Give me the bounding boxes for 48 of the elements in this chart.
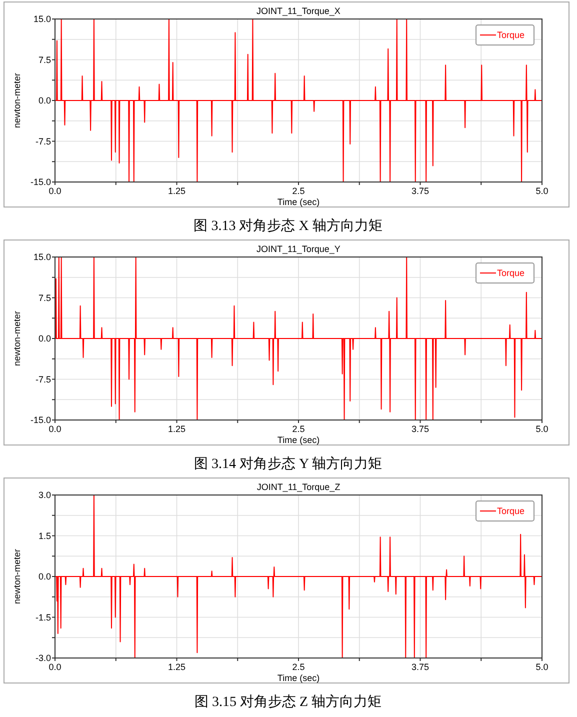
y-axis-title: newton-meter (12, 548, 22, 604)
y-tick-label: 0.0 (38, 572, 51, 582)
line-series (55, 18, 542, 182)
x-tick-label: 5.0 (536, 424, 548, 434)
y-tick-label: 1.5 (38, 530, 51, 541)
x-tick-label: 0.0 (48, 424, 62, 434)
x-tick-label: 3.75 (411, 424, 430, 434)
line-series (55, 494, 542, 658)
x-axis-title: Time (sec) (277, 673, 320, 683)
y-axis-title: newton-meter (12, 72, 22, 128)
legend-label: Torque (497, 30, 525, 40)
y-tick-label: -15.0 (30, 177, 51, 187)
x-tick-label: 1.25 (168, 662, 186, 672)
y-tick-label: -3.0 (35, 653, 51, 663)
y-tick-label: 0.0 (38, 96, 51, 106)
x-tick-label: 1.25 (168, 424, 186, 434)
caption: 图 3.14 对角步态 Y 轴方向力矩 (194, 456, 382, 472)
x-tick-label: 2.5 (292, 424, 305, 434)
x-tick-label: 0.0 (48, 662, 62, 672)
y-tick-label: -15.0 (30, 415, 51, 425)
caption: 图 3.15 对角步态 Z 轴方向力矩 (194, 694, 382, 710)
y-tick-label: 3.0 (38, 490, 51, 500)
x-tick-label: 5.0 (536, 662, 548, 672)
y-tick-label: -1.5 (35, 612, 51, 622)
legend-label: Torque (497, 506, 525, 516)
y-tick-label: 7.5 (38, 292, 51, 303)
chart-title: JOINT_11_Torque_Y (256, 244, 340, 254)
caption: 图 3.13 对角步态 X 轴方向力矩 (194, 218, 382, 234)
x-tick-label: 5.0 (536, 186, 548, 196)
y-axis-title: newton-meter (12, 310, 22, 366)
x-tick-label: 1.25 (168, 186, 186, 196)
chart-title: JOINT_11_Torque_Z (256, 482, 341, 492)
x-tick-label: 0.0 (48, 186, 62, 196)
y-tick-label: 0.0 (38, 334, 51, 344)
y-tick-label: -7.5 (35, 374, 51, 384)
x-tick-label: 2.5 (292, 662, 305, 672)
y-tick-label: 7.5 (38, 54, 51, 65)
x-tick-label: 3.75 (411, 662, 430, 672)
x-axis-title: Time (sec) (277, 197, 320, 207)
y-tick-label: 15.0 (33, 14, 51, 24)
y-tick-label: -7.5 (35, 136, 51, 146)
chart-title: JOINT_11_Torque_X (256, 6, 340, 16)
line-series (55, 256, 542, 420)
x-tick-label: 2.5 (292, 186, 305, 196)
y-tick-label: 15.0 (33, 252, 51, 262)
legend-label: Torque (497, 268, 525, 278)
x-tick-label: 3.75 (411, 186, 430, 196)
x-axis-title: Time (sec) (277, 435, 320, 445)
